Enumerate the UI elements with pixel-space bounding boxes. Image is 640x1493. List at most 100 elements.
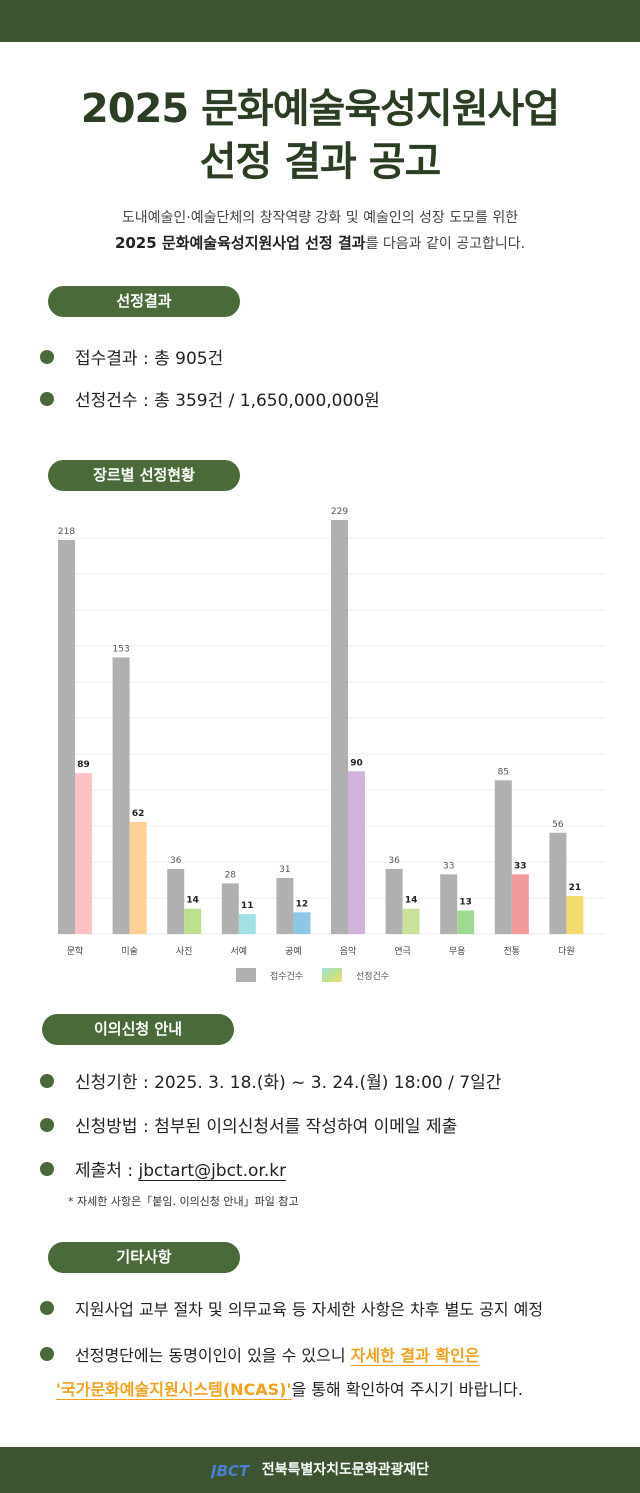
bar-selected xyxy=(129,821,147,934)
bullet-icon xyxy=(40,392,54,406)
list-item-text: 선정건수 : 총 359건 / 1,650,000,000원 xyxy=(75,391,380,411)
page-title-line1: 2025 문화예술육성지원사업 xyxy=(80,86,560,132)
chart-bars xyxy=(58,520,584,934)
value-label-received: 33 xyxy=(443,861,454,871)
list-item: 선정건수 : 총 359건 / 1,650,000,000원 xyxy=(40,386,380,411)
list-item: 접수결과 : 총 905건 xyxy=(40,344,223,369)
intro-line2: 2025 문화예술육성지원사업 선정 결과를 다음과 같이 공고합니다. xyxy=(0,232,640,253)
category-label: 무용 xyxy=(449,946,466,957)
category-label: 음악 xyxy=(340,945,357,957)
list-item-text: 을 통해 확인하여 주시기 바랍니다. xyxy=(291,1380,523,1399)
category-label: 문학 xyxy=(67,946,84,957)
bar-selected xyxy=(238,914,256,934)
top-banner xyxy=(0,0,640,42)
appeal-note: * 자세한 사항은「붙임. 이의신청 안내」파일 참고 xyxy=(68,1195,299,1208)
legend-swatch-selected xyxy=(322,968,342,982)
bar-received xyxy=(221,883,239,934)
highlight-text: 자세한 결과 확인은 xyxy=(350,1346,480,1365)
value-label-received: 36 xyxy=(388,856,400,866)
bar-selected xyxy=(457,910,475,934)
category-label: 미술 xyxy=(121,946,138,957)
bar-received xyxy=(276,877,294,934)
value-label-received: 229 xyxy=(331,507,348,517)
category-label: 공예 xyxy=(285,946,302,957)
list-item-text: 신청방법 : 첨부된 이의신청서를 작성하여 이메일 제출 xyxy=(75,1117,458,1137)
value-label-selected: 33 xyxy=(514,861,527,871)
value-label-selected: 89 xyxy=(77,760,90,770)
chart-legend: 접수건수 선정건수 xyxy=(236,968,389,982)
bar-selected xyxy=(566,896,584,934)
page-title-line2: 선정 결과 공고 xyxy=(199,139,442,185)
bar-received xyxy=(385,868,403,934)
value-label-selected: 90 xyxy=(350,758,363,768)
list-item-text: 신청기한 : 2025. 3. 18.(화) ~ 3. 24.(월) 18:00… xyxy=(75,1073,502,1093)
list-item: 제출처 : jbctart@jbct.or.kr xyxy=(40,1156,286,1181)
legend-swatch-received xyxy=(236,968,256,982)
bar-received xyxy=(440,874,458,934)
value-label-received: 36 xyxy=(170,856,182,866)
bullet-icon xyxy=(40,350,54,364)
value-label-selected: 14 xyxy=(186,896,199,906)
list-item: 신청방법 : 첨부된 이의신청서를 작성하여 이메일 제출 xyxy=(40,1112,457,1137)
value-label-selected: 62 xyxy=(132,809,145,819)
legend-label-selected: 선정건수 xyxy=(356,971,389,982)
bar-received xyxy=(549,832,567,934)
intro-rest: 를 다음과 같이 공고합니다. xyxy=(365,236,526,252)
value-label-selected: 11 xyxy=(241,901,254,911)
bar-received xyxy=(167,868,185,934)
bar-received xyxy=(58,539,75,934)
bar-selected xyxy=(511,874,529,934)
list-item: 지원사업 교부 절차 및 의무교육 등 자세한 사항은 차후 별도 공지 예정 xyxy=(40,1296,543,1320)
list-item: 선정명단에는 동명이인이 있을 수 있으니 자세한 결과 확인은 xyxy=(40,1342,480,1366)
value-label-selected: 14 xyxy=(405,896,418,906)
list-item-text: 접수결과 : 총 905건 xyxy=(75,349,224,369)
list-item-text: 선정명단에는 동명이인이 있을 수 있으니 xyxy=(75,1346,351,1365)
bullet-icon xyxy=(40,1074,54,1088)
email-link[interactable]: jbctart@jbct.or.kr xyxy=(138,1161,287,1181)
bullet-icon xyxy=(40,1347,54,1361)
value-label-received: 85 xyxy=(498,767,509,777)
bar-received xyxy=(331,520,348,934)
logo-lettering: JBCT xyxy=(211,1462,251,1480)
value-label-received: 31 xyxy=(279,865,290,875)
bullet-icon xyxy=(40,1118,54,1132)
intro-bold: 2025 문화예술육성지원사업 선정 결과 xyxy=(114,234,366,252)
bar-received xyxy=(494,780,512,934)
list-item-continued: '국가문화예술지원시스템(NCAS)'을 통해 확인하여 주시기 바랍니다. xyxy=(56,1376,523,1400)
section-header-genre: 장르별 선정현황 xyxy=(48,460,240,491)
value-label-received: 56 xyxy=(552,820,564,830)
footer: JBCT 전북특별자치도문화관광재단 xyxy=(0,1447,640,1493)
legend-label-received: 접수건수 xyxy=(270,970,303,982)
bar-selected xyxy=(402,908,420,934)
category-label: 서예 xyxy=(231,946,248,957)
list-item-text: 지원사업 교부 절차 및 의무교육 등 자세한 사항은 차후 별도 공지 예정 xyxy=(75,1300,544,1319)
section-header-appeal: 이의신청 안내 xyxy=(42,1014,234,1045)
section-header-result: 선정결과 xyxy=(48,286,240,317)
bar-selected xyxy=(348,771,365,934)
category-label: 연극 xyxy=(394,946,411,957)
chart-labels: 218 89 문학 153 62 미술 36 14 사진 28 11 서예 31 12 공예 229 90 음악 3… xyxy=(58,507,581,957)
bar-selected xyxy=(75,773,92,934)
value-label-selected: 12 xyxy=(296,899,309,909)
value-label-received: 153 xyxy=(113,644,130,654)
bar-selected xyxy=(184,908,202,934)
bullet-icon xyxy=(40,1162,54,1176)
bullet-icon xyxy=(40,1301,54,1315)
value-label-received: 28 xyxy=(225,870,237,880)
value-label-selected: 13 xyxy=(459,897,472,907)
ncas-link[interactable]: '국가문화예술지원시스템(NCAS)' xyxy=(56,1380,292,1399)
category-label: 전통 xyxy=(504,946,521,957)
genre-bar-chart: 218 89 문학 153 62 미술 36 14 사진 28 11 서예 31 12 공예 229 90 음악 3… xyxy=(58,507,604,982)
footer-org: 전북특별자치도문화관광재단 xyxy=(261,1462,430,1478)
section-header-etc: 기타사항 xyxy=(48,1242,240,1273)
list-item: 신청기한 : 2025. 3. 18.(화) ~ 3. 24.(월) 18:00… xyxy=(40,1068,501,1093)
category-label: 다원 xyxy=(558,946,575,957)
intro-line1: 도내예술인·예술단체의 창작역량 강화 및 예술인의 성장 도모를 위한 xyxy=(121,210,519,226)
email-label: 제출처 : xyxy=(75,1161,139,1181)
value-label-received: 218 xyxy=(58,527,75,537)
bar-received xyxy=(112,657,130,934)
bar-selected xyxy=(293,912,311,934)
jbct-logo-icon: JBCT xyxy=(211,1462,251,1480)
category-label: 사진 xyxy=(176,946,193,957)
value-label-selected: 21 xyxy=(569,883,582,893)
